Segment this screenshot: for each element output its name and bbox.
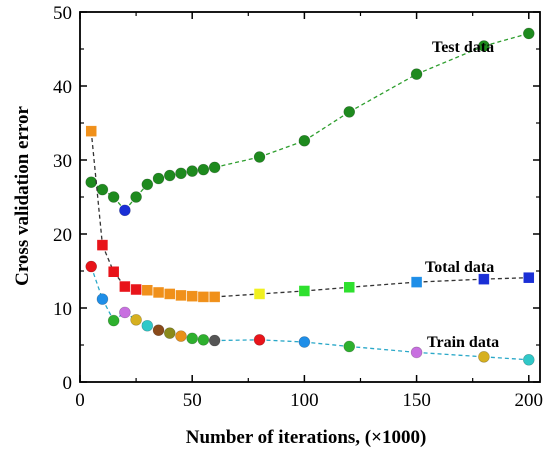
series-line-segment: [304, 111, 350, 142]
data-point-circle: [141, 319, 154, 332]
data-point-circle: [478, 351, 490, 363]
data-point-circle: [175, 167, 187, 180]
data-point-square: [186, 290, 198, 302]
series-line-segment: [304, 341, 350, 348]
y-tick-label: 0: [63, 373, 73, 394]
data-point-square: [130, 284, 142, 295]
data-point-square: [254, 288, 265, 300]
data-point-circle: [107, 191, 120, 203]
data-point-square: [523, 272, 535, 283]
x-tick-label: 50: [183, 390, 202, 411]
data-point-square: [97, 239, 108, 251]
data-point-square: [108, 266, 119, 277]
y-tick-label: 30: [53, 151, 72, 172]
data-point-square: [164, 288, 176, 300]
data-point-circle: [253, 334, 266, 346]
series-line-segment: [214, 156, 260, 169]
series-line-segment: [416, 351, 484, 358]
data-point-square: [142, 284, 153, 296]
data-point-square: [411, 276, 422, 288]
data-point-circle: [197, 334, 210, 346]
data-point-circle: [119, 204, 131, 217]
data-point-circle: [253, 151, 266, 163]
data-point-circle: [141, 178, 154, 191]
data-point-circle: [522, 353, 535, 366]
data-point-circle: [186, 332, 198, 345]
data-point-circle: [410, 346, 423, 359]
data-point-circle: [130, 314, 142, 326]
data-point-square: [175, 290, 187, 301]
series-total-data: [85, 125, 535, 303]
data-point-square: [198, 291, 209, 303]
x-tick-label: 200: [515, 390, 544, 411]
series-label: Train data: [427, 334, 499, 351]
data-point-circle: [343, 106, 356, 118]
data-point-circle: [107, 314, 120, 327]
data-point-circle: [163, 169, 176, 182]
x-tick-label: 150: [402, 390, 431, 411]
y-tick-label: 10: [53, 299, 72, 320]
series-line-segment: [349, 345, 417, 354]
data-point-circle: [152, 172, 165, 185]
series-line-segment: [348, 73, 417, 113]
series-line-segment: [483, 32, 529, 47]
data-point-square: [299, 285, 310, 297]
data-point-circle: [85, 176, 98, 188]
data-point-circle: [130, 191, 142, 203]
x-tick-label: 0: [75, 390, 85, 411]
data-point-circle: [208, 334, 221, 347]
data-point-circle: [119, 306, 131, 319]
data-point-square: [119, 281, 131, 292]
axes: 0 50 100 150 200 0 10 20 30 40 50: [53, 3, 543, 411]
series-line-segment: [214, 339, 260, 342]
data-point-circle: [410, 68, 423, 80]
series-line-segment: [483, 277, 529, 280]
series-line-segment: [349, 281, 417, 288]
series-label: Total data: [425, 259, 494, 276]
series-line-segment: [416, 278, 484, 283]
series-line-segment: [259, 290, 305, 295]
y-axis-title: Cross validation error: [12, 106, 33, 286]
data-point-circle: [478, 40, 490, 52]
data-point-circle: [96, 293, 109, 305]
series-label: Test data: [432, 39, 494, 56]
series-line-segment: [214, 293, 260, 298]
data-point-circle: [298, 134, 311, 147]
data-point-square: [478, 273, 490, 285]
series-layer: [85, 27, 535, 366]
series-line-segment: [259, 140, 305, 158]
data-point-square: [344, 282, 355, 293]
series-test-data: [85, 27, 535, 217]
data-point-circle: [175, 330, 187, 342]
y-tick-label: 20: [53, 225, 72, 246]
data-point-square: [153, 287, 164, 298]
series-line-segment: [304, 286, 350, 292]
data-point-circle: [298, 336, 311, 348]
series-line-segment: [90, 266, 104, 300]
series-line-segment: [259, 339, 305, 343]
data-point-circle: [208, 161, 221, 174]
data-point-circle: [522, 27, 535, 40]
data-point-circle: [186, 165, 198, 177]
series-train-data: [85, 260, 535, 366]
labels: Test data Total data Train data: [425, 39, 499, 351]
x-axis-title: Number of iterations, (×1000): [186, 427, 427, 448]
data-point-circle: [197, 163, 210, 176]
y-tick-label: 40: [53, 77, 72, 98]
data-point-circle: [85, 260, 98, 273]
data-point-circle: [343, 340, 356, 353]
series-line-segment: [90, 131, 104, 246]
data-point-square: [85, 125, 97, 137]
data-point-circle: [96, 183, 109, 196]
x-tick-label: 100: [290, 390, 319, 411]
data-point-square: [209, 291, 220, 303]
series-line-segment: [483, 356, 529, 361]
y-tick-label: 50: [53, 3, 72, 24]
data-point-circle: [163, 327, 176, 339]
data-point-circle: [152, 324, 165, 337]
series-line-segment: [416, 45, 485, 75]
